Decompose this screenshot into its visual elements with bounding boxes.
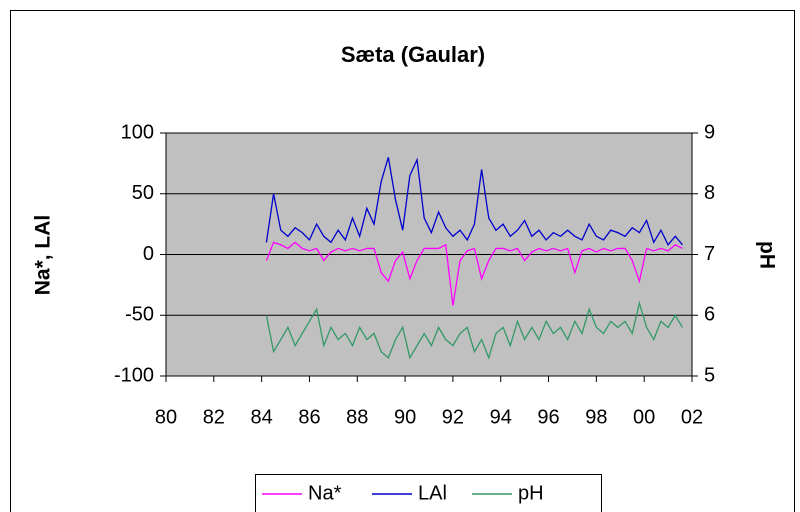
x-tick-label: 84 (251, 406, 273, 428)
x-tick-label: 96 (537, 406, 559, 428)
y2-axis-title: pH (755, 241, 778, 269)
legend-label: pH (518, 482, 544, 504)
x-tick-label: 00 (633, 406, 655, 428)
x-tick-label: 02 (681, 406, 703, 428)
series-line (265, 157, 683, 246)
y2-tick-label: 7 (704, 243, 715, 265)
x-tick-label: 92 (442, 406, 464, 428)
y-tick-label: 0 (143, 243, 154, 265)
legend (255, 474, 602, 512)
x-tick-label: 82 (203, 406, 225, 428)
y2-tick-label: 5 (704, 364, 715, 386)
x-tick-label: 86 (298, 406, 320, 428)
x-tick-label: 80 (155, 406, 177, 428)
x-tick-label: 94 (490, 406, 512, 428)
y2-tick-label: 6 (704, 304, 715, 326)
legend-label: LAl (418, 482, 447, 504)
y2-tick-label: 9 (704, 121, 715, 143)
x-tick-label: 88 (346, 406, 368, 428)
y-tick-label: -100 (114, 364, 154, 386)
y-tick-label: 100 (121, 121, 154, 143)
y2-tick-label: 8 (704, 182, 715, 204)
y-tick-label: 50 (132, 182, 154, 204)
y-axis-title: Na*, LAl (32, 215, 55, 296)
series-line (265, 300, 683, 360)
x-tick-label: 90 (394, 406, 416, 428)
x-tick-label: 98 (585, 406, 607, 428)
series-line (265, 241, 683, 306)
chart-title: Sæta (Gaular) (341, 42, 485, 67)
y-tick-label: -50 (125, 304, 154, 326)
legend-label: Na* (308, 482, 342, 504)
